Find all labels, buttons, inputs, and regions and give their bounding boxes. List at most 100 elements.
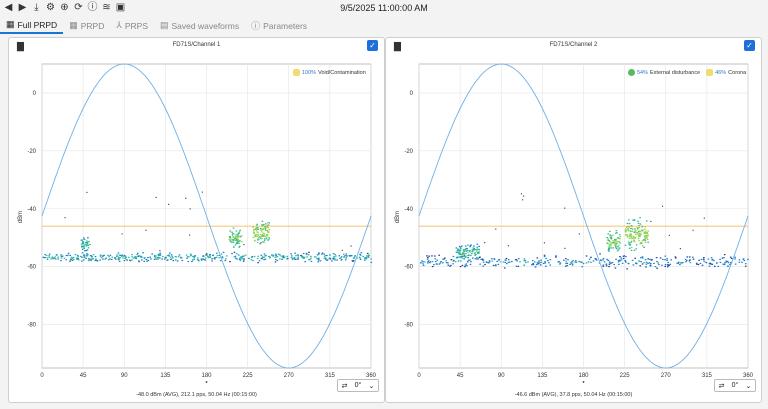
info-icon[interactable]: ⓘ xyxy=(87,2,98,13)
legend-percent: 54% xyxy=(637,69,649,76)
y-tick-label: -40 xyxy=(404,207,413,213)
stray-point xyxy=(692,229,694,231)
data-point xyxy=(640,241,642,244)
data-point xyxy=(674,256,677,258)
data-point xyxy=(209,256,211,258)
comment-icon[interactable]: ▇ xyxy=(17,41,24,51)
crosshair-icon[interactable]: ⊕ xyxy=(60,2,69,13)
data-point xyxy=(240,255,243,258)
data-point xyxy=(229,240,232,242)
data-point xyxy=(461,255,463,257)
data-point xyxy=(574,260,577,262)
data-point xyxy=(453,259,455,262)
download-icon[interactable]: ⤓ xyxy=(34,2,39,13)
tab-prpd[interactable]: ▦ PRPD xyxy=(63,18,110,34)
channel-checkbox[interactable]: ✓ xyxy=(367,40,378,51)
data-point xyxy=(488,260,491,262)
data-point xyxy=(232,238,235,241)
data-point xyxy=(632,264,635,266)
data-point xyxy=(267,231,269,234)
data-point xyxy=(607,249,610,251)
data-point xyxy=(228,238,231,241)
settings-icon[interactable]: ⚙ xyxy=(46,2,55,13)
data-point xyxy=(637,235,640,238)
data-point xyxy=(629,243,632,246)
comment-icon[interactable]: ▇ xyxy=(394,41,401,51)
data-point xyxy=(465,250,468,252)
data-point xyxy=(628,230,630,232)
data-point xyxy=(458,245,461,248)
data-point xyxy=(647,262,649,264)
data-point xyxy=(305,254,308,256)
data-point xyxy=(427,256,429,259)
tab-saved-waveforms[interactable]: ▤ Saved waveforms xyxy=(154,18,245,34)
data-point xyxy=(138,261,140,263)
data-point xyxy=(231,252,233,255)
data-point xyxy=(626,268,628,270)
data-point xyxy=(306,256,309,258)
data-point xyxy=(653,262,655,264)
prpd-plot[interactable]: 0 45 90 135 180 225 270 315 360 0 -20 -40 -60 -80 xyxy=(386,38,761,402)
data-point xyxy=(257,228,260,230)
data-point xyxy=(667,261,670,264)
data-point xyxy=(157,258,159,260)
tab-full-prpd[interactable]: ▦ Full PRPD xyxy=(0,18,64,34)
forward-icon[interactable]: ▶ xyxy=(18,2,27,13)
data-point xyxy=(484,263,486,266)
data-point xyxy=(256,239,259,241)
back-icon[interactable]: ◀ xyxy=(4,2,13,13)
data-point xyxy=(115,258,117,260)
data-point xyxy=(229,261,231,263)
data-point xyxy=(326,259,328,261)
data-point xyxy=(629,235,632,237)
phase-angle-dropdown[interactable]: ⇄ 0° ⌄ xyxy=(337,379,379,392)
data-point xyxy=(459,256,462,258)
data-point xyxy=(360,252,363,254)
data-point xyxy=(707,258,710,260)
data-point xyxy=(235,239,238,241)
prpd-plot[interactable]: 0 45 90 135 180 225 270 315 360 0 -20 -40 -60 -80 xyxy=(9,38,384,402)
data-point xyxy=(241,241,243,243)
data-point xyxy=(637,220,639,222)
camera-icon[interactable]: ▣ xyxy=(115,2,126,13)
data-point xyxy=(87,237,89,239)
stray-point xyxy=(206,252,208,255)
data-point xyxy=(616,248,618,250)
y-tick-label: 0 xyxy=(410,91,414,97)
data-point xyxy=(84,250,86,252)
data-point xyxy=(172,257,174,259)
data-point xyxy=(628,226,631,228)
data-point xyxy=(99,259,101,261)
data-point xyxy=(555,256,557,258)
data-point xyxy=(532,264,535,266)
data-point xyxy=(140,259,143,261)
data-point xyxy=(444,257,446,259)
data-point xyxy=(71,256,73,259)
data-point xyxy=(142,252,144,254)
channel-checkbox[interactable]: ✓ xyxy=(744,40,755,51)
data-point xyxy=(531,264,533,266)
data-point xyxy=(609,234,611,237)
tab-parameters[interactable]: ⓘ Parameters xyxy=(245,18,313,34)
data-point xyxy=(207,256,210,259)
data-point xyxy=(523,260,526,262)
data-point xyxy=(118,258,121,260)
data-point xyxy=(615,239,617,241)
layers-icon[interactable]: ≋ xyxy=(102,2,111,13)
data-point xyxy=(723,257,725,259)
data-point xyxy=(181,259,184,262)
data-point xyxy=(275,253,277,255)
data-point xyxy=(497,263,500,266)
data-point xyxy=(627,219,630,221)
tab-prps[interactable]: ⅄ PRPS xyxy=(110,18,154,34)
data-point xyxy=(626,222,629,225)
phase-angle-dropdown[interactable]: ⇄ 0° ⌄ xyxy=(714,379,756,392)
data-point xyxy=(221,257,224,259)
data-point xyxy=(206,255,209,257)
stray-point xyxy=(189,208,191,210)
data-point xyxy=(662,258,664,261)
data-point xyxy=(527,261,529,263)
data-point xyxy=(607,238,610,240)
rotate-icon[interactable]: ⟳ xyxy=(74,2,83,13)
data-point xyxy=(724,262,726,264)
